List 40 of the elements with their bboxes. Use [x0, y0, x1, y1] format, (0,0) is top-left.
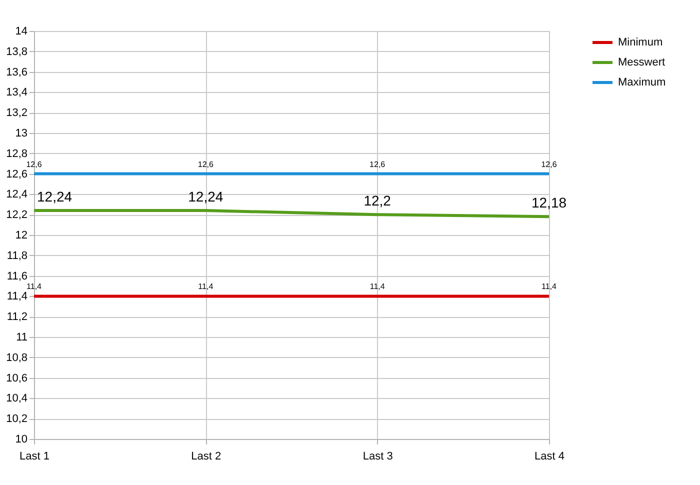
- x-tick-label: Last 1: [20, 450, 50, 462]
- legend-label: Maximum: [618, 76, 666, 88]
- data-label: 12,6: [541, 160, 558, 169]
- y-tick-label: 13,2: [6, 107, 28, 120]
- y-tick-label: 10,6: [6, 372, 28, 384]
- data-label: 12,2: [364, 192, 392, 209]
- y-tick-label: 13,6: [6, 66, 28, 78]
- data-label: 12,6: [370, 160, 386, 169]
- y-tick-label: 13: [15, 128, 28, 140]
- legend-label: Messwert: [618, 56, 666, 68]
- data-label: 12,24: [37, 188, 72, 205]
- y-tick-label: 11,4: [6, 290, 28, 303]
- y-tick-label: 13,4: [6, 86, 28, 99]
- y-tick-label: 14: [15, 26, 28, 38]
- y-tick-label: 10,8: [6, 352, 28, 364]
- y-tick-label: 12,6: [6, 168, 28, 180]
- y-tick-label: 10: [15, 434, 28, 446]
- y-tick-label: 10,2: [6, 413, 28, 426]
- y-tick-label: 12: [15, 230, 28, 242]
- data-label: 11,4: [370, 282, 386, 292]
- y-tick-label: 12,4: [6, 188, 28, 201]
- y-tick-label: 11,8: [6, 250, 28, 262]
- data-label: 11,4: [26, 282, 42, 292]
- y-tick-label: 11,2: [6, 311, 28, 324]
- data-label: 12,6: [198, 160, 214, 169]
- x-tick-label: Last 3: [362, 450, 393, 462]
- y-tick-label: 12,8: [6, 148, 28, 160]
- y-tick-label: 12,2: [6, 209, 28, 222]
- data-label: 11,4: [198, 282, 214, 292]
- x-tick-label: Last 4: [534, 450, 564, 462]
- y-tick-label: 11: [16, 332, 28, 344]
- data-label: 12,24: [188, 188, 224, 205]
- data-label: 12,6: [26, 160, 42, 169]
- y-tick-label: 11,6: [6, 270, 28, 282]
- legend-label: Minimum: [618, 36, 663, 48]
- y-tick-label: 13,8: [6, 46, 28, 58]
- data-label: 12,18: [531, 194, 567, 211]
- data-label: 11,4: [542, 282, 558, 292]
- x-tick-label: Last 2: [191, 450, 222, 462]
- y-tick-label: 10,4: [6, 392, 28, 405]
